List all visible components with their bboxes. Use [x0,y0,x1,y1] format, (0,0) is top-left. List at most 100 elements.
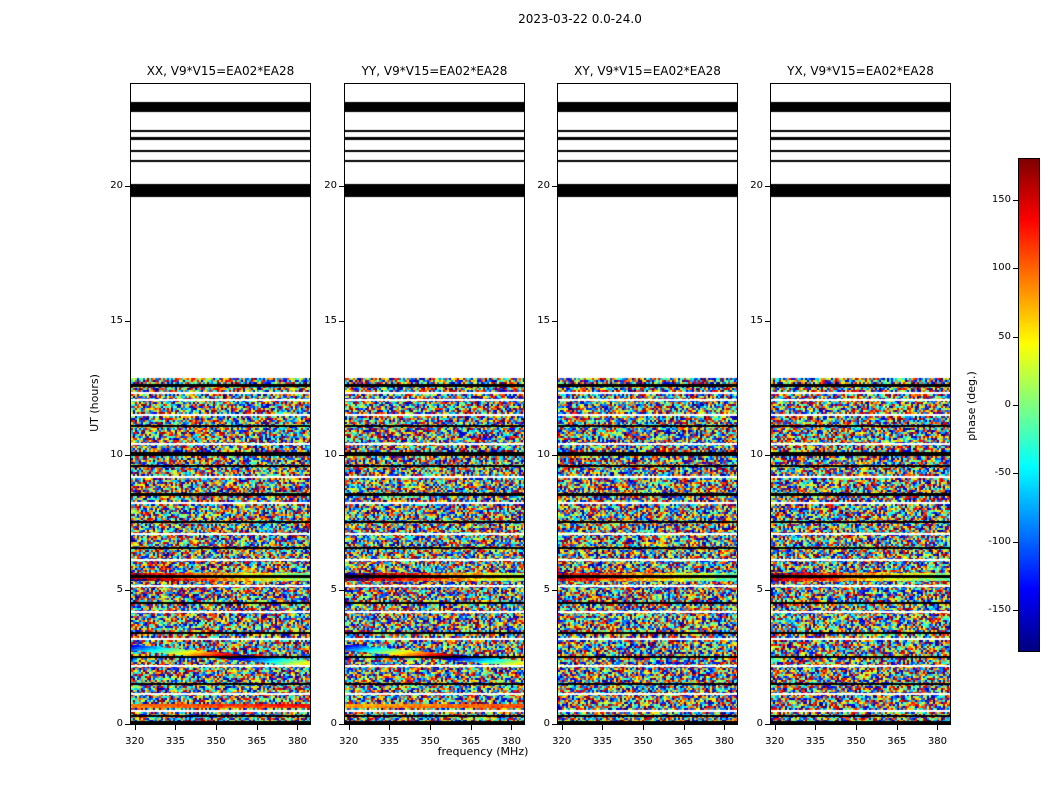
colorbar-tick [1013,405,1018,406]
colorbar-tick [1013,268,1018,270]
x-tick-label: 320 [339,736,359,747]
x-tick [430,725,432,730]
x-tick-label: 365 [887,736,907,747]
y-tick-label: 5 [756,583,763,595]
x-tick-label: 335 [165,736,185,747]
y-tick [125,320,130,322]
x-tick [470,725,472,730]
colorbar-tick [1013,473,1018,475]
y-tick-label: 0 [330,718,337,729]
x-tick [561,725,563,730]
x-tick [175,725,177,730]
y-tick-label: 10 [110,449,123,461]
x-tick [602,725,604,730]
y-tick [125,455,130,457]
x-tick [774,725,776,730]
y-tick-label: 20 [110,180,123,192]
y-tick-label: 0 [756,718,763,729]
y-tick-label: 0 [543,718,550,729]
y-tick [552,589,557,591]
x-tick-label: 335 [379,736,399,747]
x-axis-label: frequency (MHz) [437,745,529,758]
colorbar-tick-label: -50 [994,467,1011,479]
y-tick [765,320,770,322]
colorbar-tick-label: 150 [991,194,1011,205]
x-tick-label: 380 [927,736,947,747]
colorbar-tick-label: 100 [991,262,1011,274]
x-tick-label: 335 [592,736,612,747]
y-tick [339,320,344,322]
y-tick-label: 5 [330,583,337,595]
x-tick-label: 320 [765,736,785,747]
colorbar: phase (deg.) -150 -100 -50 0 50 100 150 [965,158,1040,652]
figure-title: 2023-03-22 0.0-24.0 [518,12,642,26]
subplot-yx: YX, V9*V15=EA02*EA28 320 335 350 365 380 0 5 10… [750,64,951,747]
y-tick [339,186,344,188]
x-tick [389,725,391,730]
y-tick [765,455,770,457]
subplot-xx-title: XX, V9*V15=EA02*EA28 [146,64,295,78]
x-tick-label: 350 [206,736,226,747]
colorbar-tick [1013,336,1018,338]
y-tick-label: 10 [324,449,337,461]
colorbar-tick-label: 50 [998,330,1011,342]
subplot-xy-title: XY, V9*V15=EA02*EA28 [574,64,721,78]
x-tick [815,725,817,730]
x-tick-label: 365 [461,736,481,747]
subplot-xy-heatmap [558,84,737,724]
subplot-yx-heatmap [771,84,950,724]
x-tick [348,725,350,730]
y-tick [125,724,130,725]
colorbar-tick [1013,541,1018,543]
y-tick-label: 10 [537,449,550,461]
subplot-yy: YY, V9*V15=EA02*EA28 320 335 350 365 380 0 5 10… [324,64,525,747]
y-tick-label: 15 [750,314,763,326]
x-tick [256,725,258,730]
x-tick-label: 350 [846,736,866,747]
y-tick [765,724,770,725]
y-tick [552,455,557,457]
x-tick-label: 320 [125,736,145,747]
x-tick [216,725,218,730]
y-tick-label: 0 [116,718,123,729]
colorbar-tick [1013,200,1018,201]
x-tick-label: 335 [805,736,825,747]
x-tick-label: 380 [714,736,734,747]
y-tick [125,589,130,591]
y-tick-label: 15 [324,314,337,326]
colorbar-tick-label: -150 [988,604,1011,615]
subplot-xy: XY, V9*V15=EA02*EA28 320 335 350 365 380 0 5 10… [537,64,738,747]
y-tick [339,589,344,591]
subplot-yy-title: YY, V9*V15=EA02*EA28 [361,64,508,78]
x-tick-label: 350 [633,736,653,747]
x-tick [511,725,513,730]
colorbar-tick-label: 0 [1004,399,1011,410]
x-tick [297,725,299,730]
y-tick [552,186,557,188]
y-tick [552,724,557,725]
y-tick-label: 10 [750,449,763,461]
colorbar-tick [1013,610,1018,611]
y-tick [552,320,557,322]
y-tick [765,589,770,591]
colorbar-gradient [1019,159,1039,651]
x-tick-label: 380 [287,736,307,747]
x-tick [856,725,858,730]
subplot-xx-heatmap [131,84,310,724]
y-tick-label: 15 [110,314,123,326]
x-tick-label: 365 [674,736,694,747]
y-axis-label: UT (hours) [88,374,101,432]
y-tick-label: 20 [750,180,763,192]
x-tick [724,725,726,730]
x-tick-label: 350 [420,736,440,747]
y-tick-label: 15 [537,314,550,326]
x-tick-label: 320 [552,736,572,747]
y-tick [125,186,130,188]
y-tick [765,186,770,188]
subplot-yx-title: YX, V9*V15=EA02*EA28 [787,64,934,78]
x-tick [643,725,645,730]
subplot-xx: XX, V9*V15=EA02*EA28 320 335 350 365 380 0 5 10… [110,64,311,747]
y-tick [339,455,344,457]
subplot-yy-heatmap [345,84,524,724]
